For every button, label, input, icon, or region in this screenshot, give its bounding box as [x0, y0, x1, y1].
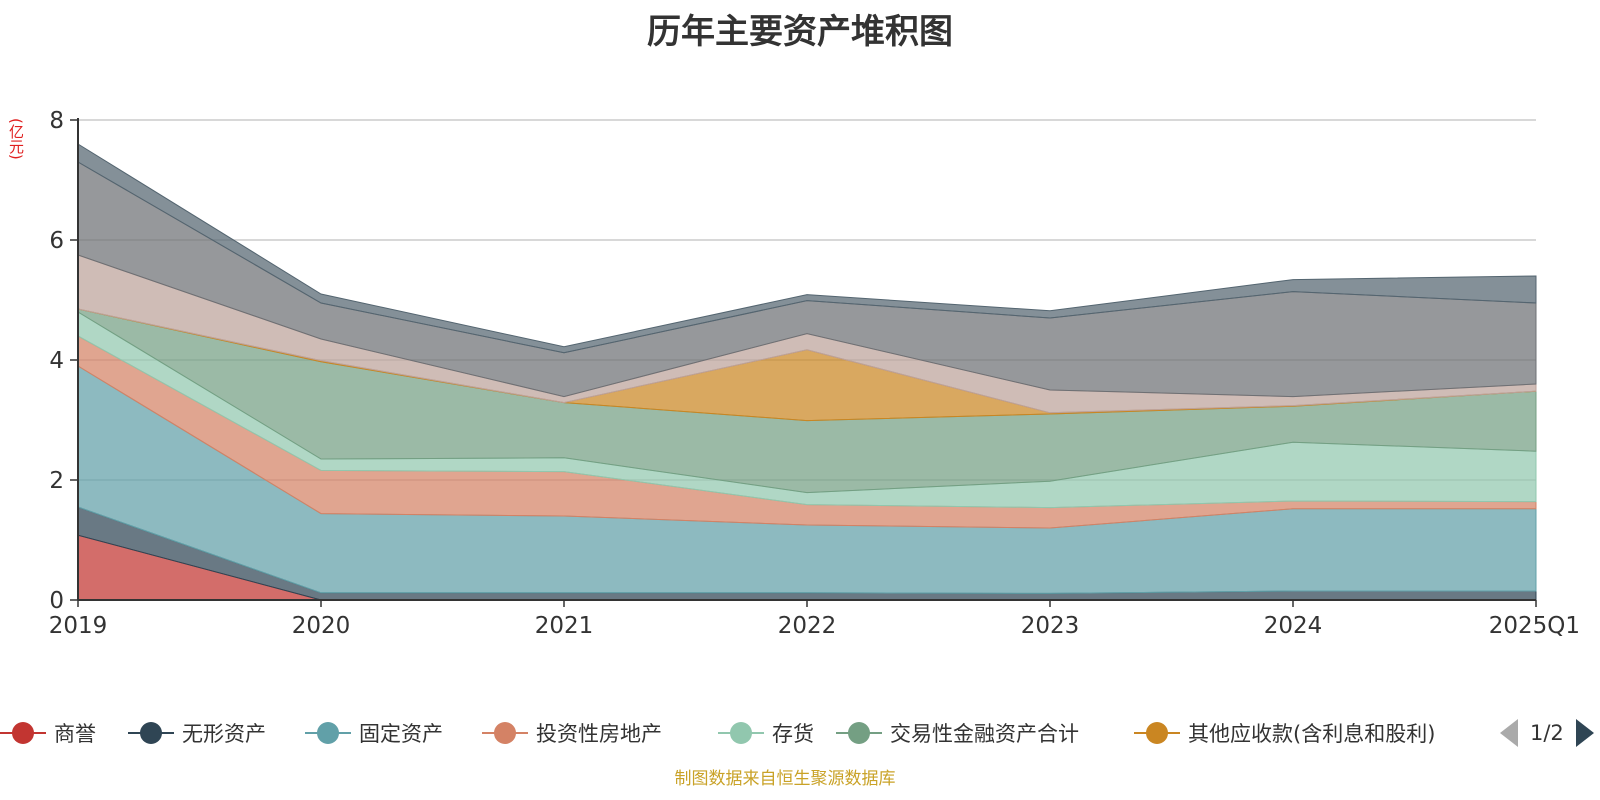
legend-label: 其他应收款(含利息和股利) — [1188, 722, 1436, 746]
legend-symbol-icon — [482, 720, 528, 746]
legend-item[interactable]: 交易性金融资产合计 — [836, 716, 1079, 750]
legend-symbol-icon — [1134, 720, 1180, 746]
legend-label: 固定资产 — [359, 722, 443, 746]
area-series — [77, 143, 1537, 601]
y-tick-label: 2 — [49, 468, 64, 494]
legend-symbol-icon — [305, 720, 351, 746]
x-tick-label: 2019 — [49, 613, 108, 639]
legend-symbol-icon — [836, 720, 882, 746]
legend-item[interactable]: 投资性房地产 — [482, 716, 662, 750]
legend-label: 存货 — [772, 722, 814, 746]
legend-prev-page-icon[interactable] — [1500, 719, 1518, 747]
legend-symbol-icon — [718, 720, 764, 746]
x-tick-label: 2020 — [292, 613, 351, 639]
chart-title: 历年主要资产堆积图 — [647, 12, 953, 52]
legend-label: 交易性金融资产合计 — [890, 722, 1079, 746]
legend-symbol-icon — [0, 720, 46, 746]
data-source-note: 制图数据来自恒生聚源数据库 — [674, 769, 896, 789]
y-tick-label: 8 — [49, 108, 64, 134]
area-series-9 — [77, 143, 1537, 354]
x-tick-label: 2021 — [535, 613, 594, 639]
legend-item[interactable]: 商誉 — [0, 716, 96, 750]
legend-item[interactable]: 其他应收款(含利息和股利) — [1134, 716, 1435, 750]
legend-label: 无形资产 — [182, 722, 266, 746]
y-axis-unit-label: (亿元) — [7, 118, 25, 160]
legend: 1/2 商誉 无形资产 固定资产 投资性房地产 存货 交易性金融资产合计 其他应收款(含利息… — [0, 716, 1600, 756]
x-tick-label: 2024 — [1264, 613, 1323, 639]
legend-symbol-icon — [128, 720, 174, 746]
legend-item[interactable]: 存货 — [718, 716, 814, 750]
legend-label: 投资性房地产 — [536, 722, 662, 746]
y-tick-label: 6 — [49, 228, 64, 254]
y-tick-label: 0 — [49, 588, 64, 614]
legend-next-page-icon[interactable] — [1575, 719, 1594, 747]
x-tick-label: 2023 — [1021, 613, 1080, 639]
x-tick-label: 2022 — [778, 613, 837, 639]
legend-pager: 1/2 — [1500, 716, 1594, 750]
legend-item[interactable]: 无形资产 — [128, 716, 266, 750]
y-tick-label: 4 — [49, 348, 64, 374]
legend-page-indicator: 1/2 — [1530, 721, 1564, 745]
axes: 0 2 4 6 8 2019 2020 2021 2022 2023 2024 2025Q1 — [49, 108, 1580, 639]
legend-label: 商誉 — [54, 722, 96, 746]
legend-item[interactable]: 固定资产 — [305, 716, 443, 750]
x-tick-label: 2025Q1 — [1489, 613, 1580, 639]
